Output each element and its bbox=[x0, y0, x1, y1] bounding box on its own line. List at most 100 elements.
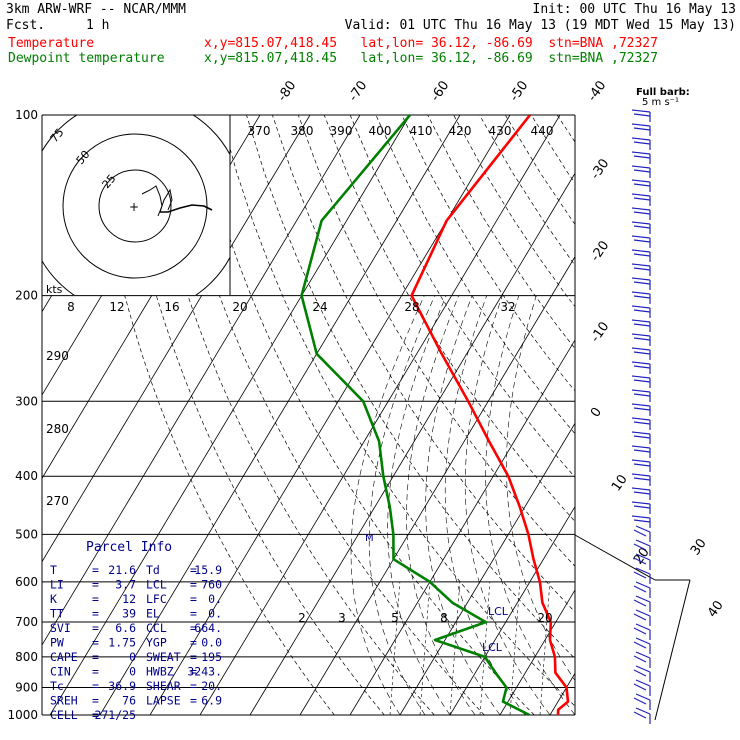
parcel-value: 20. bbox=[201, 679, 222, 693]
isotherm-label: -70 bbox=[346, 78, 370, 104]
barb-flag bbox=[631, 347, 651, 351]
dry-adiabat bbox=[272, 115, 575, 613]
parcel-key: LFC bbox=[146, 592, 167, 606]
dry-adiabat bbox=[246, 115, 575, 660]
barb-flag bbox=[633, 267, 651, 271]
barb-flag bbox=[633, 337, 651, 341]
parcel-eq: = bbox=[92, 679, 99, 693]
moist-adiabat bbox=[425, 295, 501, 715]
isotherm-label: 0 bbox=[588, 405, 605, 420]
parcel-value: 6.6 bbox=[115, 621, 136, 635]
wind-barb bbox=[631, 207, 651, 220]
wind-barb bbox=[631, 501, 651, 514]
theta-left-label: 290 bbox=[46, 349, 69, 363]
barb-flag bbox=[633, 239, 651, 243]
barb-flag bbox=[633, 477, 651, 481]
barb-flag bbox=[633, 169, 651, 173]
wind-barb bbox=[633, 665, 651, 682]
isotherm-line bbox=[700, 115, 740, 715]
speed-label: 8 bbox=[67, 300, 75, 314]
barb-flag bbox=[635, 595, 651, 603]
fcst-value: 1 h bbox=[86, 18, 110, 33]
barb-flag bbox=[631, 305, 651, 309]
isotherm-line bbox=[199, 115, 561, 715]
parcel-key: CCL bbox=[146, 621, 167, 635]
theta-label: 440 bbox=[531, 124, 554, 138]
wind-barb bbox=[631, 151, 651, 164]
barb-flag bbox=[635, 581, 651, 589]
barb-flag bbox=[631, 249, 651, 253]
wind-barb bbox=[631, 375, 651, 388]
hodo-trace-b bbox=[160, 204, 213, 213]
wind-barb bbox=[633, 567, 651, 584]
barb-flag bbox=[635, 609, 651, 617]
wind-barb bbox=[631, 347, 651, 360]
barb-flag bbox=[631, 487, 651, 491]
parcel-value: 39 bbox=[122, 607, 136, 621]
isotherm-line bbox=[399, 422, 575, 715]
header: 3km ARW-WRF -- NCAR/MMM Init: 00 UTC Thu… bbox=[0, 0, 740, 70]
barb-flag bbox=[631, 277, 651, 281]
parcel-value: 195 bbox=[201, 650, 222, 664]
barb-flag bbox=[631, 137, 651, 141]
barb-flag bbox=[633, 393, 651, 397]
parcel-value: 0 bbox=[129, 650, 136, 664]
wind-barb bbox=[631, 179, 651, 192]
speed-label: 20 bbox=[232, 300, 247, 314]
profiles bbox=[300, 115, 570, 715]
barb-flag bbox=[631, 123, 651, 127]
mixing-ratio-line bbox=[479, 581, 491, 715]
parcel-value: 1.75 bbox=[108, 636, 136, 650]
parcel-eq: = bbox=[190, 665, 197, 679]
barb-flag bbox=[633, 211, 651, 215]
dew-info: x,y=815.07,418.45 lat,lon= 36.12, -86.69… bbox=[204, 51, 658, 66]
pressure-label-500: 500 bbox=[15, 527, 38, 541]
parcel-eq: = bbox=[190, 621, 197, 635]
moist-adiabat bbox=[368, 295, 435, 715]
barb-flag bbox=[631, 221, 651, 225]
isotherm-label: -80 bbox=[275, 78, 299, 104]
wind-barb bbox=[631, 165, 651, 178]
barb-flag bbox=[631, 333, 651, 337]
barb-flag bbox=[635, 567, 651, 575]
parcel-value: 3243. bbox=[187, 665, 222, 679]
hodo-ring bbox=[98, 169, 172, 243]
barb-flag bbox=[633, 585, 647, 593]
wind-barb bbox=[633, 581, 651, 598]
dry-adiabat bbox=[556, 115, 575, 143]
pressure-label-600: 600 bbox=[15, 575, 38, 589]
parcel-value: 12 bbox=[122, 592, 136, 606]
barb-flag bbox=[633, 183, 651, 187]
parcel-eq: = bbox=[190, 607, 197, 621]
barb-flag bbox=[633, 197, 651, 201]
dew-label: Dewpoint temperature bbox=[8, 51, 165, 66]
theta-label: 400 bbox=[369, 124, 392, 138]
wind-barb bbox=[631, 291, 651, 304]
barb-flag bbox=[633, 711, 647, 719]
parcel-value: 760 bbox=[201, 578, 222, 592]
parcel-key: Tc bbox=[50, 679, 64, 693]
isotherm-label: -40 bbox=[585, 78, 609, 104]
mixing-ratio-label: 8 bbox=[440, 611, 448, 625]
barb-flag bbox=[635, 707, 651, 715]
wind-barb bbox=[631, 263, 651, 276]
barb-flag bbox=[631, 193, 651, 197]
dry-adiabat bbox=[375, 115, 575, 435]
barb-flag bbox=[631, 417, 651, 421]
barb-flag bbox=[635, 525, 651, 533]
isotherm-line bbox=[449, 505, 575, 715]
isotherm-label: -10 bbox=[588, 319, 612, 345]
parcel-eq: = bbox=[190, 563, 197, 577]
init-time: Init: 00 UTC Thu 16 May 13 bbox=[532, 2, 737, 17]
wind-barb bbox=[631, 515, 651, 528]
lcl-marker-2: LCL bbox=[482, 641, 503, 654]
barb-flag bbox=[633, 697, 647, 705]
wind-barb bbox=[631, 459, 651, 472]
wind-barb bbox=[633, 707, 651, 724]
barb-flag bbox=[635, 623, 651, 631]
isotherm-line bbox=[99, 115, 461, 715]
isotherm-label: -60 bbox=[428, 78, 452, 104]
barb-flag bbox=[631, 445, 651, 449]
dry-adiabat bbox=[116, 115, 385, 715]
